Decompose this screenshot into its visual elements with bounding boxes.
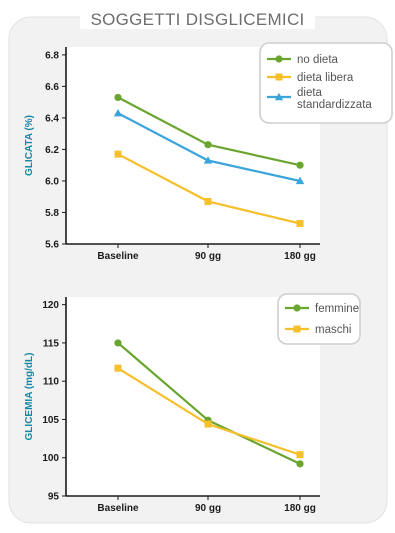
legend-marker	[293, 304, 301, 312]
legend-marker	[293, 325, 301, 333]
page-title-text: SOGGETTI DISGLICEMICI	[80, 10, 315, 29]
y-tick-label: 110	[43, 377, 60, 388]
y-tick-label: 120	[42, 300, 59, 311]
y-tick-label: 6.4	[45, 113, 59, 124]
legend-label: standardizzata	[297, 99, 372, 111]
y-tick-label: 5.8	[45, 208, 59, 219]
x-tick-label: Baseline	[97, 503, 139, 514]
chart-glicata: 5.6 5.8 6.0 6.2 6.4 6.6 6.8 Baseline 90 gg 180 gg…	[24, 42, 393, 262]
y-tick-label: 115	[43, 338, 60, 349]
y-tick-label: 6.2	[45, 145, 59, 156]
legend-label: femmine	[315, 303, 359, 315]
data-point	[204, 141, 212, 149]
y-tick-label: 105	[42, 415, 59, 426]
y-tick-label: 6.8	[45, 50, 59, 61]
x-tick-label: 90 gg	[195, 251, 221, 262]
page-title: SOGGETTI DISGLICEMICI	[0, 10, 395, 30]
data-point	[114, 150, 122, 158]
x-tick-label: 90 gg	[195, 503, 221, 514]
y-tick-label: 6.0	[45, 176, 59, 187]
legend-label: dieta libera	[297, 72, 354, 84]
data-point	[114, 364, 122, 372]
y-axis-label: GLICEMIA (mg/dL)	[24, 353, 35, 441]
y-tick-label: 95	[48, 492, 60, 503]
legend-label: maschi	[315, 324, 351, 336]
legend-marker	[275, 73, 283, 81]
x-tick-label: Baseline	[97, 251, 139, 262]
y-tick-label: 6.6	[45, 82, 59, 93]
x-tick-label: 180 gg	[284, 251, 316, 262]
data-point	[114, 339, 122, 347]
data-point	[296, 460, 304, 468]
legend-label: no dieta	[297, 54, 339, 66]
legend-label: dieta	[297, 87, 323, 99]
data-point	[204, 420, 212, 428]
data-point	[296, 220, 304, 228]
legend-box	[259, 42, 393, 124]
legend-box	[277, 293, 361, 345]
y-tick-label: 100	[42, 453, 59, 464]
data-point	[296, 161, 304, 169]
y-axis-label: GLICATA (%)	[24, 115, 35, 176]
data-point	[113, 108, 123, 117]
data-point	[114, 93, 122, 102]
legend-marker	[275, 55, 283, 63]
x-tick-label: 180 gg	[284, 503, 316, 514]
data-point	[295, 176, 305, 185]
data-point	[203, 156, 213, 164]
data-point	[296, 451, 304, 459]
legend-marker	[274, 92, 284, 101]
y-tick-label: 5.6	[45, 240, 59, 251]
data-point	[204, 197, 212, 205]
chart-glicemia: 95 100 105 110 115 120 Baseline 90 gg 180 gg GLIC…	[24, 293, 361, 514]
